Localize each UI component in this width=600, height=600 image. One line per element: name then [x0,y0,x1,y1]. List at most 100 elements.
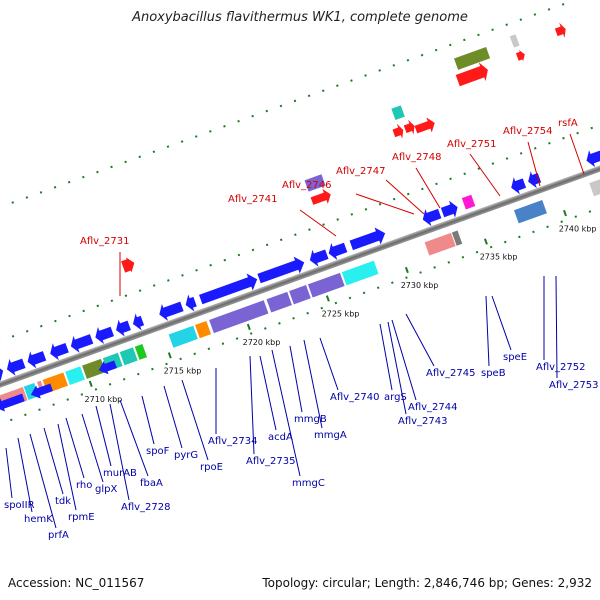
label-leader-line [65,417,85,479]
gene-arrow [515,50,525,62]
gene-label-blue: fbaA [140,478,163,489]
gene-label-blue: rho [76,480,92,491]
reverse-dotted-guide [9,192,600,422]
gene-arrow [257,256,305,284]
gene-arrow [349,227,386,251]
label-leader-line [391,319,417,401]
gene-arrow [27,351,47,369]
gene-arrow [159,301,184,321]
gene-label-blue: spoIIR [4,500,35,511]
scale-tick-label: 2730 kbp [401,281,439,290]
gene-arrow [185,294,197,312]
scale-tick-mark [88,380,93,387]
label-leader-line [119,399,149,477]
label-leader-line [405,313,435,367]
label-leader-line [141,395,155,445]
scale-tick-label: 2740 kbp [559,224,597,233]
genome-track: 2710 kbp 2715 kbp 2720 kbp 2725 kbp 2730 kbp… [0,0,600,422]
gene-label-red: Aflv_2751 [447,139,497,150]
label-leader-line [17,437,33,513]
label-leader-line [415,167,441,209]
gene-arrow [586,150,600,168]
gene-label-blue: rpoE [200,462,223,473]
outer-strand-genes [121,22,566,273]
gene-label-blue: speE [503,352,527,363]
label-leader-line [95,405,112,467]
gene-label-blue: spoF [146,446,170,457]
scale-ticks: 2710 kbp 2715 kbp 2720 kbp 2725 kbp 2730 kbp… [85,209,597,404]
gene-block [168,325,198,348]
label-leader-line [249,355,255,455]
gene-block [454,47,491,70]
gene-label-blue: hemK [24,514,53,525]
label-leader-line [491,295,512,351]
gene-arrow [0,393,25,412]
gene-arrow [403,119,415,135]
gene-arrow [132,313,145,331]
gene-arrow [455,62,488,87]
gene-arrow [116,319,131,337]
gene-block [304,174,326,192]
label-leader-line [57,423,77,511]
gene-label-red: Aflv_2754 [503,126,553,137]
gene-label-red: Aflv_2731 [80,236,130,247]
label-leader-line [355,193,415,215]
label-leader-line [527,141,541,187]
gene-label-blue: Aflv_2735 [246,456,296,467]
gene-block [289,285,311,305]
gene-label-blue: Aflv_2745 [426,368,476,379]
gene-label-red: rsfA [558,118,578,129]
gene-block [424,232,456,256]
gene-label-blue: Aflv_2734 [208,436,258,447]
gene-arrow [414,117,435,134]
gene-label-blue: rpmE [68,512,95,523]
gene-label-red: Aflv_2746 [282,180,332,191]
gene-label-blue: Aflv_2752 [536,362,586,373]
label-leader-line [469,153,501,197]
label-leader-line [303,339,323,429]
gene-label-blue: mmgB [294,414,327,425]
gene-label-blue: mmgA [314,430,347,441]
label-leader-line [569,133,585,175]
gene-arrow [309,249,329,267]
gene-label-blue: Aflv_2753 [549,380,599,391]
gene-arrow [422,208,442,227]
gene-label-blue: mmgC [292,478,325,489]
scale-tick-label: 2715 kbp [164,367,202,376]
scale-tick-label: 2710 kbp [85,395,123,404]
gene-label-blue: Aflv_2740 [330,392,380,403]
gene-arrow [70,334,94,353]
label-leader-line [181,379,209,461]
gene-block [451,230,463,246]
gene-label-blue: Aflv_2743 [398,416,448,427]
gene-arrow [121,257,135,273]
forward-strand-genes [0,150,600,383]
gene-arrow [50,342,69,361]
scale-tick-mark [325,295,330,302]
gene-arrow [554,22,566,38]
label-leader-line [43,427,64,495]
scale-tick-mark [246,323,251,331]
gene-block [461,194,476,210]
gene-label-red: Aflv_2741 [228,194,278,205]
gene-label-blue: Aflv_2728 [121,502,171,513]
scale-tick-label: 2735 kbp [480,253,518,262]
scale-tick-mark [563,209,567,217]
gene-block [134,344,148,360]
gene-block [195,320,212,339]
label-leader-line [485,295,490,367]
gene-block [82,358,106,379]
gene-label-blue: murAB [103,468,137,479]
forward-dotted-guide [0,118,600,348]
gene-block [509,34,520,48]
label-leader-line [385,179,425,215]
gene-arrow [440,200,458,218]
gene-label-blue: pyrG [174,450,198,461]
scale-tick-mark [404,266,409,274]
gene-label-blue: tdk [55,496,71,507]
scale-tick-mark [167,352,172,359]
gene-label-blue: prfA [48,530,69,541]
gene-arrow [30,383,53,399]
gene-arrow [511,177,527,195]
